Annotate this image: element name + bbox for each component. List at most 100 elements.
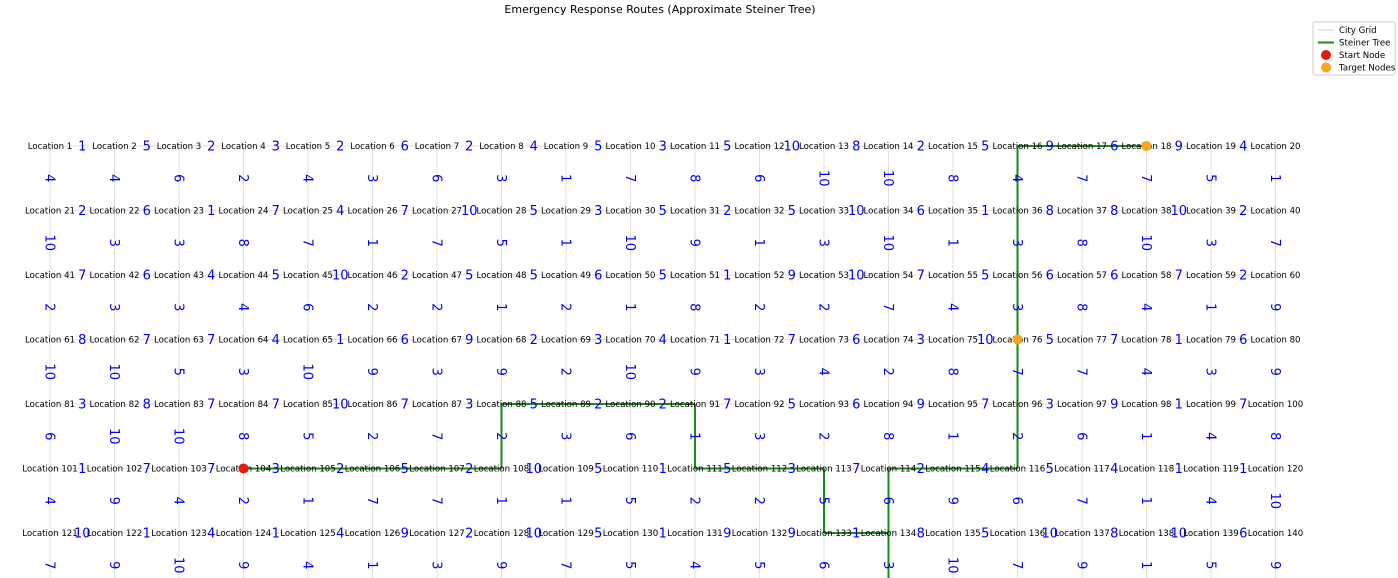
- edge-weight: 5: [659, 269, 667, 284]
- location-label: Location 139: [1183, 529, 1238, 539]
- edge-weight: 5: [1046, 462, 1054, 477]
- location-label: Location 124: [216, 529, 271, 539]
- edge-weight: 10: [848, 204, 865, 219]
- location-label: Location 91: [670, 400, 720, 410]
- location-label: Location 31: [670, 207, 720, 217]
- edge-weight: 6: [1239, 527, 1247, 542]
- edge-weight: 5: [401, 462, 409, 477]
- edge-weight: 1: [558, 239, 573, 247]
- edge-weight: 2: [429, 303, 444, 311]
- edge-weight: 3: [171, 239, 186, 247]
- edge-weight: 7: [1239, 398, 1247, 413]
- edge-weight: 2: [401, 269, 409, 284]
- location-label: Location 113: [796, 465, 851, 475]
- edge-weight: 7: [852, 462, 860, 477]
- location-label: Location 128: [474, 529, 529, 539]
- edge-weight: 4: [1239, 140, 1247, 155]
- location-label: Location 102: [87, 465, 142, 475]
- edge-weight: 8: [687, 303, 702, 311]
- location-label: Location 118: [1119, 465, 1174, 475]
- edge-weight: 1: [493, 497, 508, 505]
- edge-weight: 7: [364, 497, 379, 505]
- edge-weight: 5: [594, 527, 602, 542]
- edge-weight: 3: [751, 432, 766, 440]
- edge-weight: 2: [659, 398, 667, 413]
- edge-weight: 1: [1239, 462, 1247, 477]
- location-label: Location 63: [154, 336, 204, 346]
- edge-weight: 10: [525, 462, 542, 477]
- location-label: Location 35: [928, 207, 978, 217]
- edge-weight: 7: [558, 561, 573, 569]
- edge-weight: 10: [880, 234, 895, 251]
- edge-weight: 2: [594, 398, 602, 413]
- edge-weight: 3: [78, 398, 86, 413]
- edge-weight: 1: [981, 204, 989, 219]
- edge-weight: 8: [1267, 432, 1282, 440]
- location-label: Location 61: [25, 336, 75, 346]
- edge-weight: 3: [816, 239, 831, 247]
- edge-weight: 2: [751, 303, 766, 311]
- edge-weight: 3: [659, 140, 667, 155]
- location-label: Location 133: [796, 529, 851, 539]
- location-label: Location 9: [544, 142, 589, 152]
- edge-weight: 1: [1175, 462, 1183, 477]
- edge-weight: 2: [364, 303, 379, 311]
- edge-weight: 2: [1239, 269, 1247, 284]
- location-label: Location 30: [605, 207, 655, 217]
- location-label: Location 17: [1057, 142, 1107, 152]
- edge-weight: 4: [336, 527, 344, 542]
- edge-weight: 7: [1110, 333, 1118, 348]
- edge-weight: 2: [235, 497, 250, 505]
- location-label: Location 29: [541, 207, 591, 217]
- edge-weight: 3: [272, 140, 280, 155]
- location-label: Location 22: [89, 207, 139, 217]
- edge-weight: 3: [1203, 239, 1218, 247]
- location-label: Location 11: [670, 142, 720, 152]
- edge-weight: 5: [300, 432, 315, 440]
- edge-weight: 7: [981, 398, 989, 413]
- edge-weight: 3: [106, 239, 121, 247]
- location-label: Location 65: [283, 336, 333, 346]
- location-label: Location 48: [476, 271, 526, 281]
- location-label: Location 24: [218, 207, 268, 217]
- edge-weight: 10: [300, 363, 315, 380]
- edge-weight: 10: [1138, 234, 1153, 251]
- location-label: Location 36: [992, 207, 1042, 217]
- location-label: Location 99: [1186, 400, 1236, 410]
- location-label: Location 12: [734, 142, 784, 152]
- location-label: Location 37: [1057, 207, 1107, 217]
- location-label: Location 66: [347, 336, 397, 346]
- edge-weight: 5: [594, 462, 602, 477]
- edge-weight: 5: [1203, 174, 1218, 182]
- steiner-tree-edges: [243, 145, 1147, 578]
- edge-weight: 4: [300, 561, 315, 569]
- edge-weight: 9: [687, 368, 702, 376]
- location-label: Location 5: [286, 142, 331, 152]
- location-label: Location 51: [670, 271, 720, 281]
- edge-weight: 2: [78, 204, 86, 219]
- edge-weight: 1: [78, 140, 86, 155]
- legend-dot-swatch: [1321, 62, 1331, 73]
- edge-weight: 3: [171, 303, 186, 311]
- edge-weight: 8: [917, 527, 925, 542]
- edge-weight: 5: [723, 462, 731, 477]
- location-label: Location 44: [218, 271, 268, 281]
- edge-weight: 4: [1203, 432, 1218, 440]
- location-label: Location 8: [479, 142, 524, 152]
- edge-weight: 8: [235, 432, 250, 440]
- edge-weight: 5: [465, 269, 473, 284]
- edge-weight: 2: [493, 432, 508, 440]
- edge-weight: 4: [816, 368, 831, 376]
- edge-weight: 2: [465, 462, 473, 477]
- edge-weight: 3: [880, 561, 895, 569]
- edge-weight: 9: [945, 497, 960, 505]
- edge-weight: 4: [1138, 368, 1153, 376]
- edge-weight: 7: [401, 398, 409, 413]
- edge-weight: 5: [659, 204, 667, 219]
- location-label: Location 16: [992, 142, 1042, 152]
- location-label: Location 136: [990, 529, 1045, 539]
- location-label: Location 111: [667, 465, 722, 475]
- edge-weight: 7: [880, 303, 895, 311]
- location-label: Location 67: [412, 336, 462, 346]
- location-label: Location 33: [799, 207, 849, 217]
